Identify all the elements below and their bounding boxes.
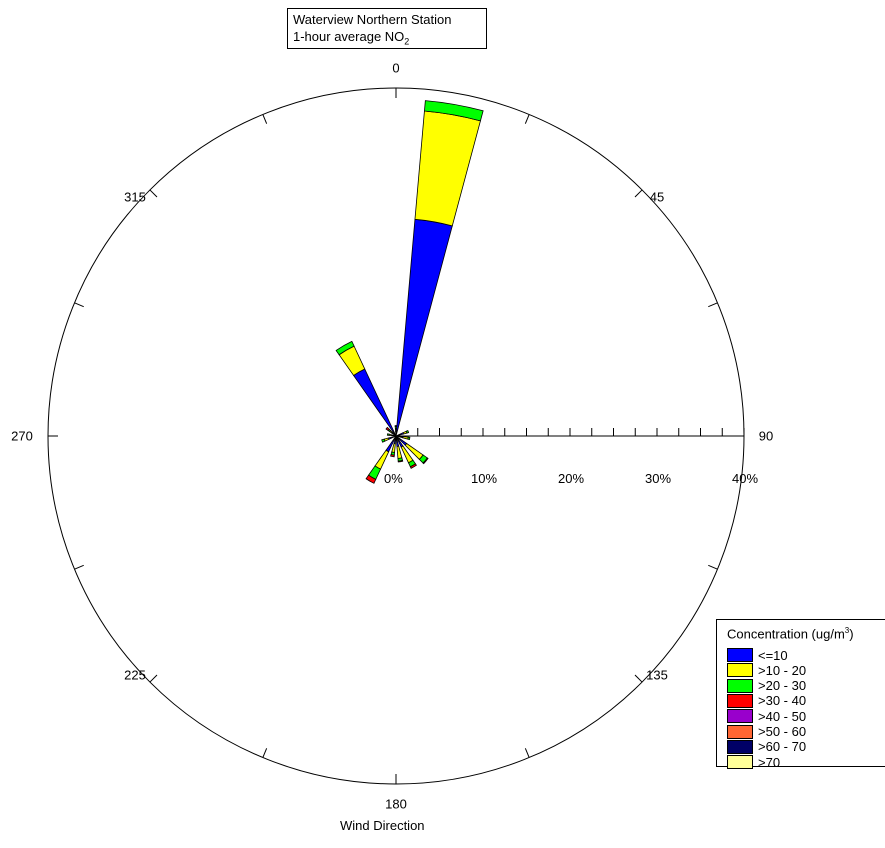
direction-tick [524, 748, 530, 758]
chart-title-line-2-text: 1-hour average NO [293, 29, 405, 44]
rose-wedge [407, 436, 411, 441]
legend-title: Concentration (ug/m3) [727, 626, 854, 641]
legend-label: >50 - 60 [758, 724, 807, 739]
legend: Concentration (ug/m3) <=10 >10 - 20 >20 - … [716, 619, 885, 770]
direction-label: 315 [124, 189, 146, 205]
rose-wedge [335, 340, 355, 356]
rose-wedge [353, 368, 397, 437]
direction-tick [74, 564, 84, 570]
radial-tick-label: 20% [558, 471, 585, 486]
chart-title-subscript: 2 [404, 36, 410, 47]
rose-wedge [414, 110, 481, 227]
rose-wedge [424, 100, 484, 122]
legend-label: >30 - 40 [758, 693, 807, 709]
rose-wedge [396, 445, 403, 459]
direction-label: 0 [392, 60, 400, 76]
legend-label: >70 [758, 754, 781, 770]
legend-label: <=10 [758, 647, 788, 663]
legend-item: >10 - 20 [727, 662, 806, 678]
rose-wedge [402, 436, 409, 440]
legend-label: >60 - 70 [758, 739, 807, 755]
legend-label: >10 - 20 [758, 662, 807, 678]
rose-wedge [385, 426, 390, 432]
legend-title-end: ) [849, 626, 854, 642]
direction-tick [74, 302, 84, 308]
bars-layer [335, 100, 484, 484]
legend-item: <=10 [727, 647, 788, 663]
direction-label: 135 [646, 667, 668, 683]
direction-label: 45 [649, 189, 665, 205]
rose-wedge [409, 463, 418, 469]
direction-tick [262, 748, 268, 758]
radial-axis-layer [395, 428, 745, 437]
direction-label: 180 [385, 796, 407, 812]
direction-tick [708, 564, 718, 570]
legend-item: >30 - 40 [727, 693, 806, 709]
legend-swatch [727, 678, 753, 693]
legend-swatch [727, 663, 753, 678]
rose-wedge [397, 459, 404, 463]
direction-label: 225 [124, 667, 146, 683]
rose-wedge [374, 449, 390, 470]
legend-swatch [727, 739, 753, 754]
rose-wedge [422, 457, 429, 465]
legend-item: >20 - 30 [727, 678, 806, 694]
radial-tick-label: 10% [471, 471, 498, 486]
legend-swatch [727, 724, 753, 739]
rose-wedge [405, 429, 410, 434]
legend-swatch [727, 648, 753, 662]
radial-tick-label: 0% [384, 471, 403, 486]
rose-wedge [365, 474, 377, 484]
legend-title-sup: 3 [844, 626, 850, 635]
rose-wedge [386, 433, 390, 436]
chart-title-box: Waterview Northern Station 1-hour averag… [287, 8, 487, 49]
direction-tick [524, 114, 530, 124]
direction-tick [149, 189, 158, 198]
legend-item: >50 - 60 [727, 724, 806, 740]
direction-tick [634, 189, 643, 198]
radial-tick-label: 30% [645, 471, 672, 486]
legend-item: >40 - 50 [727, 708, 806, 724]
legend-swatch [727, 693, 753, 708]
radial-tick-label: 40% [732, 471, 759, 486]
direction-label: 90 [758, 428, 774, 444]
direction-tick [149, 674, 158, 683]
legend-item: >60 - 70 [727, 739, 806, 755]
direction-label: 270 [11, 428, 33, 444]
direction-tick [634, 674, 643, 683]
rose-wedge [390, 453, 395, 458]
legend-swatch [727, 755, 753, 770]
chart-title-line-2: 1-hour average NO2 [293, 28, 481, 51]
direction-tick [262, 114, 268, 124]
legend-label: >20 - 30 [758, 678, 807, 694]
legend-title-text: Concentration (ug/m [727, 626, 845, 642]
legend-swatch [727, 709, 753, 724]
legend-item: >70 [727, 754, 780, 770]
rose-wedge [395, 218, 453, 437]
legend-label: >40 - 50 [758, 708, 807, 724]
chart-title-line-1: Waterview Northern Station [293, 12, 452, 27]
direction-tick [708, 302, 718, 308]
rose-wedge [381, 438, 386, 443]
x-axis-label: Wind Direction [340, 818, 425, 833]
